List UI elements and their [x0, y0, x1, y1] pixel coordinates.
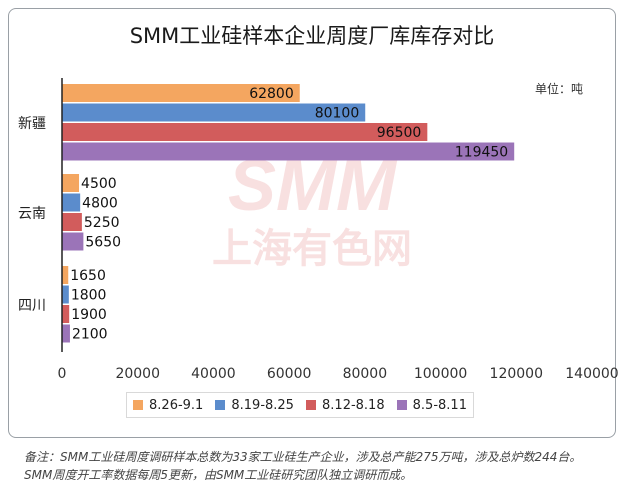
legend-label: 8.26-9.1 [149, 397, 204, 413]
bar-2-2 [62, 305, 70, 323]
bar-0-2 [62, 123, 428, 141]
bar-1-3 [62, 232, 84, 251]
bar-0-0 [62, 84, 300, 102]
x-tick-label: 40000 [191, 366, 236, 382]
category-label: 四川 [18, 298, 46, 314]
x-tick-label: 100000 [414, 366, 467, 382]
data-label: 5250 [84, 215, 120, 231]
legend-label: 8.19-8.25 [231, 397, 294, 413]
legend-item: 8.5-8.11 [396, 397, 467, 413]
x-tick-label: 0 [58, 366, 67, 382]
bar-0-3 [62, 142, 515, 161]
legend-item: 8.26-9.1 [133, 398, 203, 413]
legend-swatch [215, 400, 226, 410]
bar-0-1 [62, 103, 366, 122]
chart-title: SMM工业硅样本企业周度厂库库存对比 [129, 24, 495, 48]
x-tick-label: 140000 [565, 366, 618, 382]
x-tick-label: 120000 [490, 366, 543, 382]
bar-1-2 [62, 213, 82, 231]
data-label: 1800 [71, 288, 107, 304]
bar-2-3 [62, 324, 70, 343]
legend-label: 8.5-8.11 [412, 397, 467, 413]
bar-1-0 [62, 174, 80, 192]
legend-label: 8.12-8.18 [322, 397, 385, 413]
data-label: 2100 [72, 327, 108, 343]
bar-1-1 [62, 193, 81, 212]
legend-swatch [396, 400, 407, 410]
data-label: 96500 [377, 125, 422, 141]
legend-swatch [133, 400, 144, 410]
data-label: 1650 [70, 268, 106, 284]
watermark: SMM 上海有色网 [212, 146, 412, 272]
legend: 8.26-9.1 8.19-8.25 8.12-8.18 8.5-8.11 [126, 392, 474, 418]
data-label: 62800 [249, 86, 294, 102]
bar-2-0 [62, 266, 69, 284]
data-label: 4800 [82, 196, 118, 212]
footnote-line-2: SMM周度开工率数据每周5更新，由SMM工业硅研究团队独立调研而成。 [24, 468, 413, 482]
chart-frame [8, 8, 616, 438]
category-label: 云南 [18, 206, 46, 222]
data-label: 4500 [81, 176, 117, 192]
category-label: 新疆 [18, 116, 46, 132]
bar-2-1 [62, 285, 69, 304]
x-tick-label: 80000 [343, 366, 388, 382]
footnote-line-1: 备注：SMM工业硅周度调研样本总数为33家工业硅生产企业，涉及总产能275万吨，… [24, 450, 582, 464]
legend-item: 8.12-8.18 [306, 398, 385, 413]
watermark-text: 上海有色网 [212, 226, 412, 272]
footnote: 备注：SMM工业硅周度调研样本总数为33家工业硅生产企业，涉及总产能275万吨，… [24, 448, 620, 484]
data-label: 119450 [455, 145, 508, 161]
unit-label: 单位：吨 [535, 82, 584, 96]
x-tick-label: 60000 [267, 366, 312, 382]
data-label: 80100 [315, 106, 360, 122]
data-label: 5650 [85, 235, 121, 251]
x-tick-label: 20000 [115, 366, 160, 382]
data-label: 1900 [71, 307, 107, 323]
legend-swatch [306, 400, 317, 410]
legend-item: 8.19-8.25 [215, 398, 294, 413]
